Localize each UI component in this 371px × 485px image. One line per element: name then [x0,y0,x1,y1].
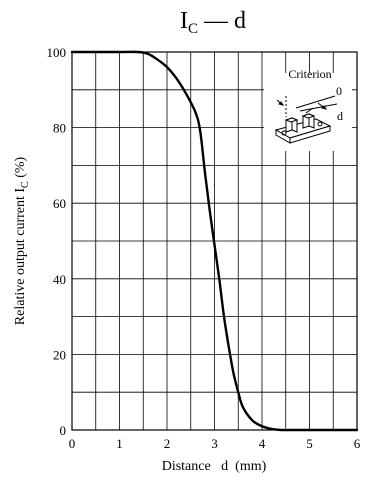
x-tick-label: 2 [164,436,171,451]
series-layer [70,50,359,432]
x-tick-label: 4 [259,436,266,451]
sensor-inset: Criterion 0 d [264,67,352,151]
inset-d-label: d [337,109,343,123]
inset-zero-label: 0 [336,84,342,98]
x-tick-label: 0 [69,436,76,451]
x-tick-label: 5 [306,436,313,451]
x-tick-labels: 0 1 2 3 4 5 6 [69,436,361,451]
x-tick-label: 6 [354,436,361,451]
x-tick-label: 1 [116,436,123,451]
x-tick-label: 3 [211,436,218,451]
y-tick-label: 80 [53,121,66,136]
y-tick-label: 0 [60,423,67,438]
y-axis-label: Relative output current IC (%) [13,156,31,325]
y-tick-label: 100 [47,45,67,60]
chart-title: IC — d [180,8,246,37]
plot-frame [71,51,358,431]
y-tick-label: 60 [53,196,66,211]
y-tick-label: 40 [53,272,66,287]
series-line [70,50,359,432]
y-tick-labels: 0 20 40 60 80 100 [47,45,67,438]
y-tick-label: 20 [53,347,66,362]
inset-criterion-label: Criterion [288,67,331,81]
x-axis-label: Distance d (mm) [162,459,267,474]
sensor-drawing-icon [274,95,338,144]
